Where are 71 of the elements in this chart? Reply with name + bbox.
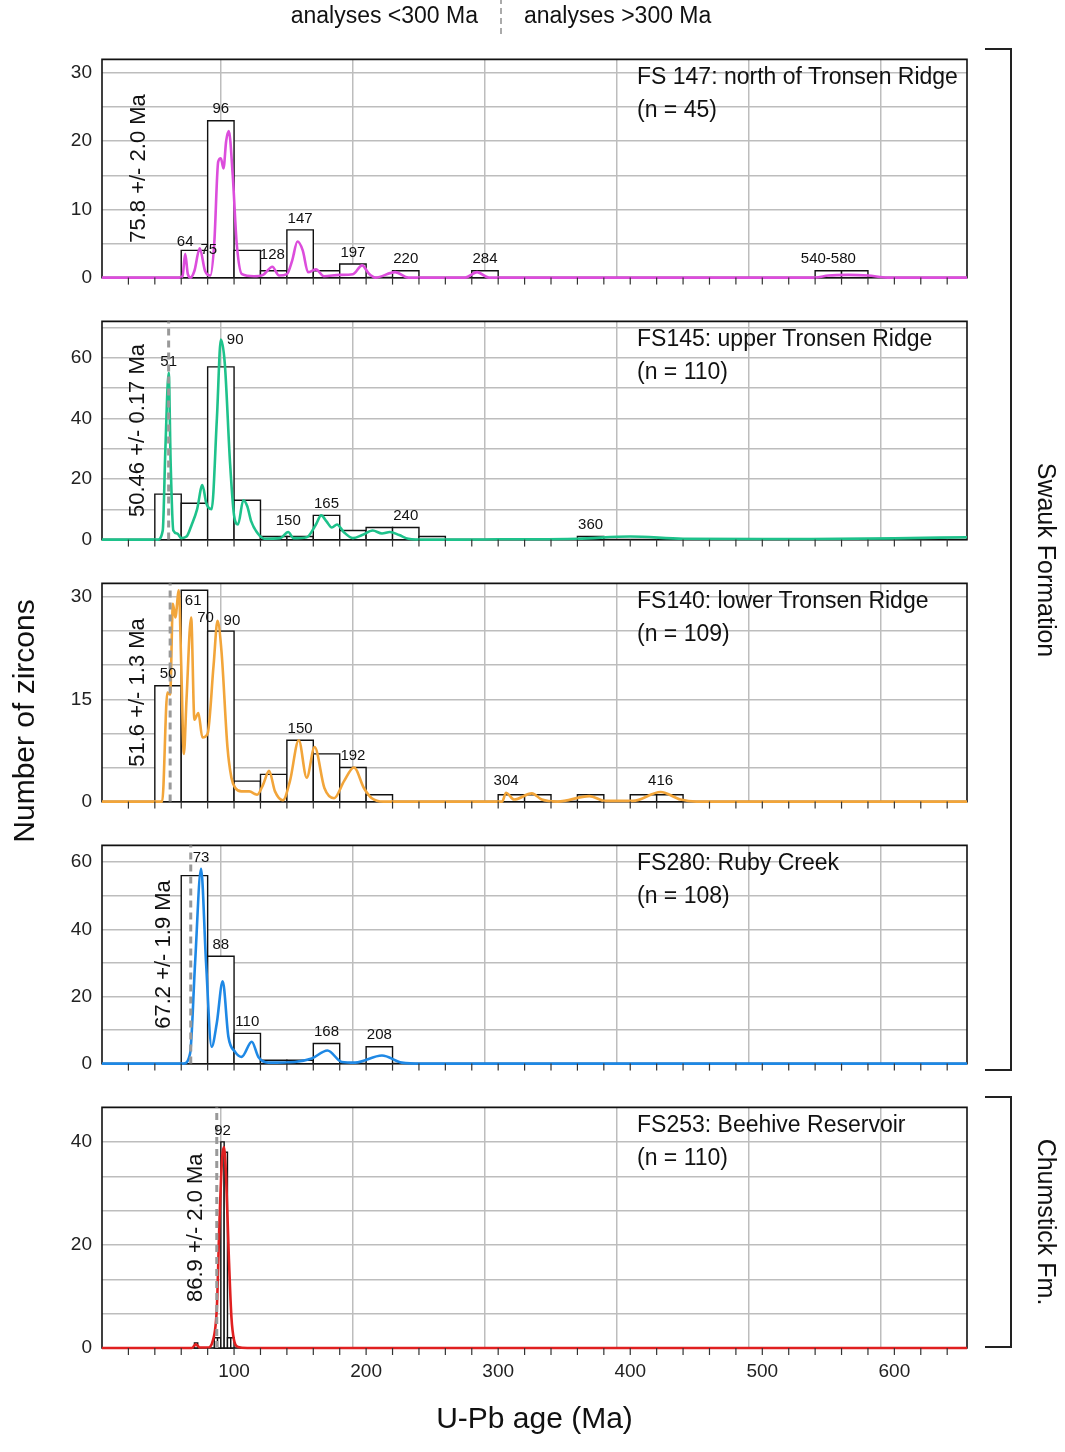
y-tick-label: 10 [70, 197, 92, 219]
y-tick-label: 30 [70, 61, 92, 83]
annotation: 540-580 [800, 249, 856, 267]
text: analyses <300 Ma [290, 2, 478, 29]
annotation: 64 [176, 232, 194, 250]
text: (n = 45) [637, 95, 718, 124]
annotation: 96 [212, 99, 230, 117]
y-axis-title: Number of zircons [7, 598, 41, 843]
chart-title: FS145: upper Tronsen Ridge [637, 324, 933, 353]
annotation: 110 [235, 1012, 260, 1030]
annotation: 90 [226, 329, 244, 347]
text: (n = 110) [637, 357, 729, 386]
text: (n = 109) [637, 619, 731, 648]
annotation: 88 [212, 934, 230, 952]
ref-line-label: 51.6 +/- 1.3 Ma [123, 617, 149, 767]
x-tick-label: 400 [614, 1359, 647, 1381]
y-tick-label: 15 [70, 687, 92, 709]
annotation: 284 [472, 249, 498, 267]
x-axis-title: U-Pb age (Ma) [436, 1401, 633, 1435]
x-tick-label: 200 [350, 1359, 382, 1381]
y-tick-label: 0 [81, 1336, 92, 1358]
y-tick-label: 30 [70, 585, 92, 607]
y-tick-label: 0 [81, 265, 92, 287]
y-tick-label: 0 [81, 789, 92, 811]
y-tick-label: 20 [70, 129, 92, 151]
text: analyses >300 Ma [524, 2, 712, 29]
y-tick-label: 40 [70, 406, 92, 428]
x-tick-label: 100 [218, 1359, 250, 1381]
annotation: 168 [313, 1022, 340, 1040]
annotation: 197 [340, 242, 366, 260]
annotation: 240 [393, 506, 419, 524]
chart-title: FS253: Beehive Reservoir [637, 1110, 906, 1139]
annotation: 416 [648, 770, 674, 788]
annotation: 147 [287, 208, 313, 226]
annotation: 192 [340, 746, 366, 764]
chart-title: FS280: Ruby Creek [637, 848, 839, 877]
text: (n = 110) [637, 1143, 729, 1172]
annotation: 128 [259, 245, 285, 263]
annotation: 73 [192, 847, 210, 865]
y-tick-label: 20 [70, 984, 92, 1006]
annotation: 150 [275, 510, 301, 528]
y-tick-label: 40 [70, 1130, 92, 1152]
x-tick-label: 600 [878, 1359, 911, 1381]
annotation: 75.8 +/- 2.0 Ma [125, 93, 151, 243]
y-tick-label: 20 [70, 467, 92, 489]
annotation: 165 [313, 494, 340, 511]
y2-axis-title: Swauk Formation [1031, 462, 1061, 657]
annotation: 360 [578, 515, 604, 533]
annotation: 150 [287, 718, 313, 736]
annotation: 90 [223, 611, 241, 629]
y-tick-label: 0 [81, 1051, 92, 1073]
annotation: 208 [366, 1025, 392, 1043]
chart-title: FS 147: north of Tronsen Ridge [637, 62, 958, 91]
annotation: 304 [493, 771, 519, 789]
y-tick-label: 0 [81, 527, 92, 549]
text: (n = 108) [637, 881, 731, 910]
y-tick-label: 20 [70, 1233, 92, 1255]
chart-title: FS140: lower Tronsen Ridge [637, 586, 929, 615]
annotation: 220 [393, 249, 419, 267]
x-tick-label: 300 [482, 1359, 515, 1381]
ref-line-label: 86.9 +/- 2.0 Ma [181, 1152, 207, 1302]
y2-axis-title: Chumstick Fm. [1031, 1138, 1061, 1306]
y-tick-label: 60 [70, 346, 92, 367]
y-tick-label: 60 [70, 850, 92, 872]
annotation: 61 [184, 590, 202, 608]
y-tick-label: 40 [70, 917, 92, 939]
ref-line-label: 67.2 +/- 1.9 Ma [150, 879, 176, 1029]
x-tick-label: 500 [746, 1359, 779, 1381]
annotation: 51 [160, 351, 178, 369]
ref-line-label: 50.46 +/- 0.17 Ma [123, 343, 149, 518]
annotation: 92 [214, 1120, 231, 1138]
